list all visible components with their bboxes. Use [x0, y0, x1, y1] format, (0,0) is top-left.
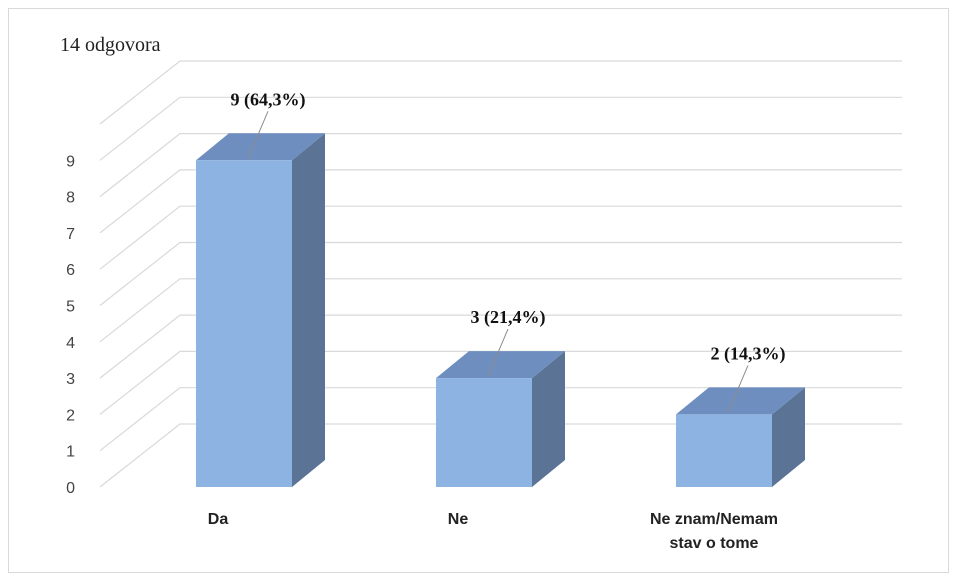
gridline [99, 60, 902, 125]
gridline [99, 314, 902, 379]
y-tick-label: 4 [66, 335, 75, 352]
gridline [99, 133, 902, 198]
y-tick-label: 7 [66, 226, 75, 243]
bars: 9 (64,3%) 3 (21,4%) 2 (14,3%) [196, 89, 805, 488]
y-tick-label: 2 [66, 407, 75, 424]
gridline [99, 241, 902, 306]
gridline [99, 387, 902, 452]
y-tick-label: 0 [66, 480, 75, 497]
bar-1: 3 (21,4%) [436, 307, 565, 487]
bar-2: 2 (14,3%) [676, 343, 805, 487]
gridline [99, 96, 902, 161]
bar-0: 9 (64,3%) [196, 89, 325, 488]
data-label: 2 (14,3%) [711, 343, 786, 364]
data-label-leader [727, 365, 749, 413]
gridline [99, 350, 902, 415]
y-tick-label: 1 [66, 444, 75, 461]
bar-front [196, 160, 292, 488]
data-label: 9 (64,3%) [231, 89, 306, 110]
gridline [99, 423, 902, 488]
y-tick-label: 6 [66, 262, 75, 279]
x-category-label: Ne [448, 511, 469, 528]
bar-front [676, 414, 772, 487]
y-tick-label: 5 [66, 299, 75, 316]
x-axis: Da Ne Ne znam/Nemam stav o tome [208, 511, 778, 552]
y-tick-label: 3 [66, 371, 75, 388]
gridlines [99, 60, 902, 488]
y-axis: 0 1 2 3 4 5 6 7 8 9 [66, 153, 75, 497]
bar-side [292, 133, 325, 488]
data-label-leader [247, 111, 269, 159]
bar-side [532, 351, 565, 487]
bar-front [436, 378, 532, 487]
y-tick-label: 8 [66, 190, 75, 207]
bar-top [196, 133, 325, 161]
x-category-label: Ne znam/Nemam [650, 511, 778, 528]
y-tick-label: 9 [66, 153, 75, 170]
data-label: 3 (21,4%) [471, 307, 546, 328]
chart-subtitle: 14 odgovora [60, 34, 161, 56]
bar-top [676, 387, 805, 415]
bar-side [772, 387, 805, 487]
gridline [99, 205, 902, 270]
x-category-label: stav o tome [670, 535, 759, 552]
data-label-leader [487, 328, 509, 377]
bar-top [436, 351, 565, 379]
gridline [99, 278, 902, 343]
gridline [99, 169, 902, 234]
x-category-label: Da [208, 511, 229, 528]
